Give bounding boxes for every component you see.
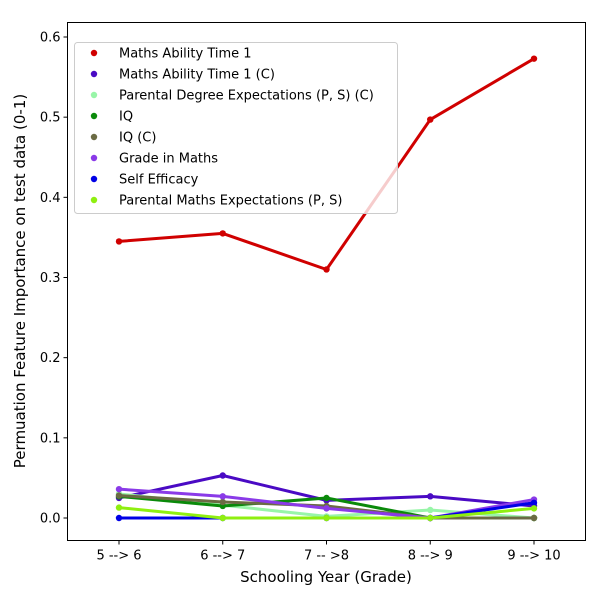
x-tick-label: 5 --> 6 [96,549,141,564]
legend-marker [90,112,98,120]
legend-label: Maths Ability Time 1 (C) [119,68,275,83]
legend-label: Parental Maths Expectations (P, S) [119,194,342,209]
data-point [323,494,330,502]
legend-marker [90,70,98,78]
data-point [323,505,330,512]
legend-label: Maths Ability Time 1 [119,47,252,62]
series-0 [115,55,538,273]
data-point [530,55,538,62]
legend-marker [90,91,98,99]
data-point [427,506,434,514]
legend-marker [90,49,98,57]
x-tick-label: 8 --> 9 [408,549,453,564]
y-tick-label: 0.4 [40,191,61,206]
legend-marker [90,196,98,204]
x-axis-label: Schooling Year (Grade) [240,568,412,586]
data-point [427,493,434,500]
y-tick-label: 0.0 [40,512,61,527]
x-tick-label: 6 --> 7 [200,549,245,564]
data-point [530,499,538,506]
legend-marker [90,175,98,183]
data-point [115,504,123,511]
legend-box [74,42,398,214]
y-axis: 0.0 0.1 0.2 0.3 0.4 0.5 0.6 [40,31,68,527]
data-point [530,505,538,512]
x-tick-label: 9 --> 10 [507,549,560,564]
data-point [219,498,226,506]
y-axis-label: Permuation Feature Importance on test da… [11,94,29,468]
y-tick-label: 0.6 [40,31,61,46]
data-point [115,485,123,493]
legend-label: Self Efficacy [119,173,199,188]
legend-label: Grade in Maths [119,152,218,167]
legend-label: IQ (C) [119,131,156,146]
data-point [219,230,226,237]
data-point [219,472,226,479]
data-point [530,514,538,522]
x-tick-label: 7 -- >8 [304,549,349,564]
legend-marker [90,154,98,162]
y-tick-label: 0.3 [40,271,61,286]
y-tick-label: 0.5 [40,111,61,126]
data-point [427,116,434,123]
data-point [323,266,330,273]
series-7 [115,504,538,522]
y-tick-label: 0.2 [40,351,61,366]
legend-label: Parental Degree Expectations (P, S) (C) [119,89,374,104]
y-tick-label: 0.1 [40,431,61,446]
legend-marker [90,133,98,141]
data-point [219,493,226,500]
data-point [323,514,330,522]
series-layer [115,55,538,522]
data-point [219,514,226,522]
x-axis: 5 --> 6 6 --> 7 7 -- >8 8 --> 9 9 --> 10 [96,540,561,564]
data-point [427,514,434,522]
legend-label: IQ [119,110,133,125]
data-point [115,492,123,499]
legend: Maths Ability Time 1 Maths Ability Time 1… [74,42,398,214]
data-point [115,514,123,522]
data-point [115,238,123,245]
